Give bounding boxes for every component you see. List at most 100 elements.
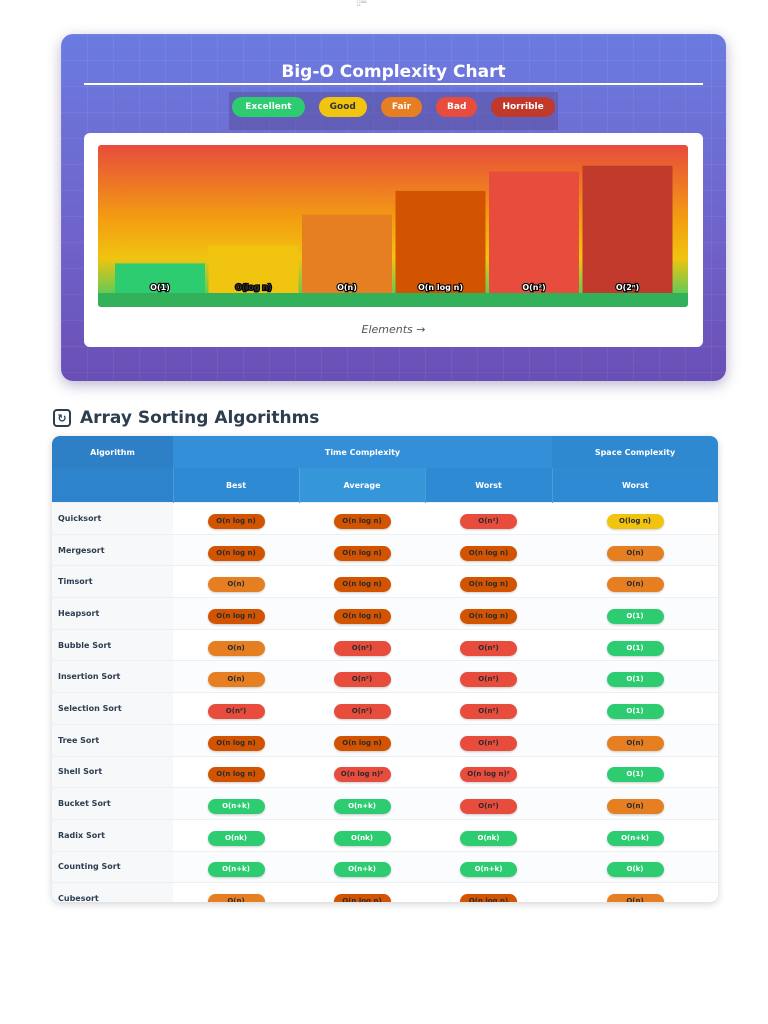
algorithm-name: Heapsort — [52, 597, 173, 630]
complexity-badge: O(nk) — [207, 830, 265, 846]
worst-cell: O(n log n) — [425, 597, 553, 630]
complexity-badge: O(n+k) — [333, 799, 391, 815]
worst-cell: O(n²) — [425, 692, 553, 725]
legend-horrible: Horrible — [491, 97, 555, 117]
algorithm-name: Shell Sort — [52, 755, 173, 788]
space-cell: O(1) — [552, 660, 718, 693]
average-cell: O(n log n) — [299, 723, 425, 756]
complexity-badge: O(n log n) — [207, 735, 265, 751]
legend-excellent: Excellent — [232, 97, 305, 117]
worst-cell: O(n²) — [425, 660, 553, 693]
complexity-badge: O(n) — [606, 799, 664, 815]
algorithm-name: Tree Sort — [52, 723, 173, 756]
complexity-badge: O(n log n) — [460, 894, 517, 902]
complexity-badge: O(n) — [207, 640, 265, 656]
bar-label-3: O(n log n) — [418, 283, 463, 292]
average-cell: O(n+k) — [299, 850, 425, 883]
space-cell: O(n) — [552, 787, 718, 820]
complexity-badge: O(n) — [606, 894, 664, 902]
space-cell: O(1) — [552, 597, 718, 630]
best-cell: O(n log n) — [173, 533, 299, 566]
complexity-badge: O(log n) — [606, 513, 664, 529]
bar-3 — [395, 190, 486, 293]
bar-0 — [115, 263, 205, 293]
complexity-badge: O(n log n) — [207, 767, 265, 783]
average-cell: O(n log n)² — [299, 755, 425, 788]
average-cell: O(n²) — [299, 692, 425, 725]
complexity-badge: O(n) — [606, 577, 664, 593]
complexity-badge: O(n) — [207, 577, 265, 593]
table-row: Heapsort O(n log n) O(n log n) O(n log n) O(… — [52, 597, 718, 630]
space-cell: O(k) — [552, 850, 718, 883]
bar-chart: O(1) O(log n) O(n) O(n log n) O(n²) O(2ⁿ) — [98, 165, 688, 307]
complexity-badge: O(n log n) — [333, 608, 391, 624]
top-artifact: ▯═ — [356, 0, 367, 8]
table-row: Shell Sort O(n log n) O(n log n)² O(n log n… — [52, 755, 718, 788]
algorithm-name: Counting Sort — [52, 850, 173, 883]
complexity-badge: O(n log n)² — [460, 767, 517, 783]
complexity-badge: O(n²) — [460, 799, 517, 815]
complexity-badge: O(n²) — [460, 735, 517, 751]
bar-4 — [489, 171, 579, 293]
complexity-badge: O(n²) — [460, 640, 517, 656]
refresh-icon: ↻ — [53, 409, 71, 427]
complexity-badge: O(n+k) — [606, 830, 664, 846]
plot-area: O(1) O(log n) O(n) O(n log n) O(n²) O(2ⁿ) — [98, 145, 688, 307]
legend-good: Good — [318, 97, 367, 117]
worst-cell: O(n²) — [425, 787, 553, 820]
average-cell: O(n²) — [299, 660, 425, 693]
table-row: Selection Sort O(n²) O(n²) O(n²) O(1) — [52, 692, 718, 725]
average-cell: O(n log n) — [299, 882, 425, 902]
complexity-badge: O(1) — [606, 703, 664, 719]
complexity-chart-card: Big-O Complexity Chart Excellent Good Fa… — [61, 34, 726, 381]
table-row: Radix Sort O(nk) O(nk) O(nk) O(n+k) — [52, 818, 718, 852]
average-cell: O(n+k) — [299, 787, 425, 820]
table-row: Tree Sort O(n log n) O(n log n) O(n²) O(n) — [52, 723, 718, 756]
table-row: Counting Sort O(n+k) O(n+k) O(n+k) O(k) — [52, 850, 718, 883]
complexity-badge: O(1) — [606, 608, 664, 624]
table-row: Timsort O(n) O(n log n) O(n log n) O(n) — [52, 565, 718, 598]
worst-cell: O(n log n) — [425, 533, 553, 566]
complexity-badge: O(n) — [207, 894, 265, 902]
complexity-badge: O(n log n) — [460, 608, 517, 624]
space-cell: O(n) — [552, 565, 718, 598]
x-axis-label: Elements → — [361, 323, 426, 336]
average-cell: O(n log n) — [299, 565, 425, 598]
complexity-badge: O(n+k) — [333, 862, 391, 878]
best-cell: O(n) — [173, 660, 299, 693]
best-cell: O(n²) — [173, 692, 299, 725]
algorithm-name: Cubesort — [52, 882, 173, 902]
best-cell: O(n log n) — [173, 755, 299, 788]
complexity-badge: O(n) — [207, 672, 265, 688]
average-cell: O(n log n) — [299, 502, 425, 535]
complexity-badge: O(n²) — [460, 703, 517, 719]
best-cell: O(n log n) — [173, 597, 299, 630]
space-cell: O(1) — [552, 628, 718, 661]
bar-label-0: O(1) — [150, 283, 170, 292]
algorithm-name: Bubble Sort — [52, 628, 173, 661]
chart-legend: Excellent Good Fair Bad Horrible — [61, 97, 726, 117]
space-cell: O(1) — [552, 692, 718, 725]
algorithm-name: Bucket Sort — [52, 787, 173, 820]
complexity-badge: O(n²) — [333, 640, 391, 656]
best-cell: O(n) — [173, 565, 299, 598]
best-cell: O(n log n) — [173, 723, 299, 756]
table-row: Bucket Sort O(n+k) O(n+k) O(n²) O(n) — [52, 787, 718, 820]
best-cell: O(n log n) — [173, 502, 299, 535]
worst-cell: O(n²) — [425, 723, 553, 756]
space-cell: O(1) — [552, 755, 718, 788]
worst-cell: O(n+k) — [425, 850, 553, 883]
complexity-badge: O(n²) — [333, 672, 391, 688]
space-cell: O(n) — [552, 533, 718, 566]
bar-2 — [302, 214, 392, 293]
legend-fair: Fair — [380, 97, 423, 117]
bar-label-2: O(n) — [337, 283, 357, 292]
algorithm-name: Mergesort — [52, 533, 173, 566]
complexity-badge: O(n log n) — [333, 545, 391, 561]
best-cell: O(n) — [173, 882, 299, 902]
space-cell: O(log n) — [552, 502, 718, 535]
table-row: Bubble Sort O(n) O(n²) O(n²) O(1) — [52, 628, 718, 661]
best-cell: O(n+k) — [173, 787, 299, 820]
bar-label-5: O(2ⁿ) — [616, 283, 639, 292]
chart-baseline — [98, 293, 688, 307]
